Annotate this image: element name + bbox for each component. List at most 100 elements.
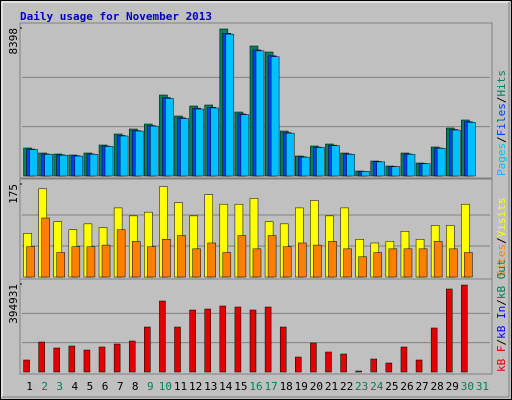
x-tick-label: 29 (446, 380, 459, 393)
bar (400, 346, 408, 373)
bar (452, 129, 461, 177)
bar (343, 248, 352, 278)
bar (346, 154, 355, 177)
bar (29, 149, 38, 177)
legend-item: Files (495, 103, 508, 136)
x-tick-label: 21 (325, 380, 338, 393)
x-tick-label: 3 (56, 380, 63, 393)
bar (234, 306, 242, 373)
x-tick-label: 26 (400, 380, 413, 393)
x-tick-label: 9 (147, 380, 154, 393)
bar (267, 235, 277, 278)
bar (41, 217, 50, 278)
bar (403, 248, 413, 278)
bar (240, 114, 250, 177)
legend-item: kB F (495, 346, 508, 373)
x-tick-label: 10 (159, 380, 172, 393)
bar (301, 156, 310, 177)
bar (195, 108, 204, 177)
legend: kB F/kB In/kB Out (495, 259, 508, 372)
legend-item: kB Out (495, 259, 508, 299)
x-tick-label: 4 (72, 380, 79, 393)
bar (316, 147, 325, 177)
bar (255, 50, 265, 177)
x-tick-label: 1 (26, 380, 33, 393)
bar (44, 154, 53, 177)
bar (119, 135, 129, 177)
bar (210, 107, 219, 177)
bar (150, 125, 159, 177)
bar (313, 244, 322, 278)
bar (340, 353, 347, 373)
x-tick-label: 30 (461, 380, 474, 393)
bar (430, 327, 438, 373)
bar (222, 252, 232, 278)
x-tick-label: 5 (87, 380, 94, 393)
legend-separator: / (495, 299, 508, 306)
x-tick-label: 20 (310, 380, 323, 393)
x-tick-label: 13 (204, 380, 217, 393)
legend: Pages/Files/Hits (495, 70, 508, 176)
bar (358, 256, 367, 278)
bar (98, 346, 106, 373)
bar (204, 308, 211, 373)
x-tick-label: 24 (370, 380, 384, 393)
x-tick-label: 19 (295, 380, 308, 393)
legend-separator: / (495, 237, 508, 244)
x-tick-label: 12 (189, 380, 202, 393)
bar (219, 305, 227, 373)
bar (464, 252, 473, 278)
x-tick-label: 14 (219, 380, 233, 393)
bar (174, 326, 181, 373)
bar (116, 229, 126, 278)
x-tick-label: 11 (174, 380, 187, 393)
x-tick-label: 15 (234, 380, 247, 393)
bar (128, 340, 136, 373)
bar (86, 246, 96, 278)
bar (68, 345, 76, 373)
bar (147, 246, 156, 278)
bar (325, 351, 332, 373)
bar (89, 154, 99, 177)
legend-item: Visits (495, 198, 508, 238)
chart-title: Daily usage for November 2013 (20, 10, 212, 23)
bar (418, 248, 428, 278)
x-tick-label: 2 (41, 380, 48, 393)
bar (331, 145, 340, 177)
bar (225, 33, 235, 177)
bar (56, 252, 65, 278)
bar (165, 98, 174, 177)
x-tick-label: 25 (385, 380, 398, 393)
bar (355, 370, 362, 373)
x-tick-label: 23 (355, 380, 368, 393)
legend-item: kB In (495, 306, 508, 339)
bar (406, 154, 416, 177)
bar (59, 154, 68, 177)
x-tick-label: 27 (415, 380, 428, 393)
y-tick-label: 394931 (7, 284, 20, 324)
bar (310, 342, 317, 373)
bar (285, 132, 295, 177)
x-tick-label: 22 (340, 380, 353, 393)
bar (237, 235, 247, 278)
x-tick-label: 28 (431, 380, 444, 393)
bar (433, 241, 443, 278)
x-tick-label: 8 (132, 380, 139, 393)
bar (436, 148, 446, 177)
bar (144, 326, 151, 373)
x-tick-label: 6 (102, 380, 109, 393)
bar (373, 252, 383, 278)
bar (101, 244, 111, 278)
bar (391, 166, 401, 177)
bar (376, 161, 386, 177)
bar (415, 359, 423, 373)
bar (71, 246, 81, 278)
bar (385, 362, 393, 373)
x-tick-label: 16 (249, 380, 262, 393)
bar (83, 349, 91, 373)
legend-separator: / (495, 97, 508, 104)
bar (328, 241, 337, 278)
bar (421, 163, 431, 177)
bar (131, 241, 141, 278)
